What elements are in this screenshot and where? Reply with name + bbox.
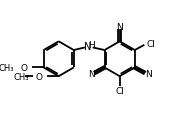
Text: Cl: Cl bbox=[146, 40, 155, 49]
Text: O: O bbox=[35, 72, 42, 81]
Text: Cl: Cl bbox=[115, 86, 124, 95]
Text: N: N bbox=[116, 22, 123, 31]
Text: N: N bbox=[88, 69, 95, 78]
Text: CH₃: CH₃ bbox=[13, 72, 29, 81]
Text: H: H bbox=[88, 41, 95, 50]
Text: N: N bbox=[145, 69, 152, 78]
Text: CH₃: CH₃ bbox=[0, 63, 14, 72]
Text: N: N bbox=[84, 41, 91, 51]
Text: O: O bbox=[20, 63, 27, 72]
